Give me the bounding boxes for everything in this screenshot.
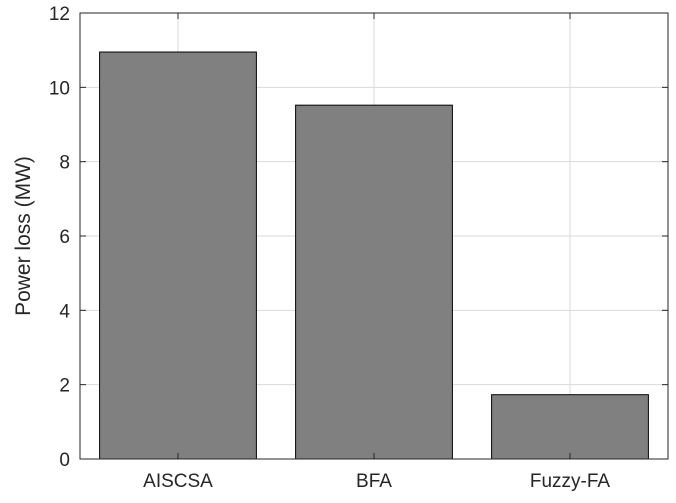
y-tick-label: 8 [59,153,70,174]
x-tick-label: Fuzzy-FA [530,471,611,492]
bar-aiscsa [99,51,257,460]
x-tick-label: AISCSA [143,471,213,492]
y-tick-label: 2 [59,376,70,397]
bar-bfa [295,104,453,460]
bars [99,51,649,460]
x-tick-label: BFA [356,471,392,492]
y-tick-label: 0 [59,450,70,471]
bar-fuzzy-fa [491,394,649,460]
ticks: 0 2 4 6 8 10 12 AISCSA BFA Fuzzy-FA [49,4,668,492]
y-axis-label: Power loss (MW) [12,156,35,316]
y-tick-label: 4 [59,301,70,322]
y-tick-label: 10 [49,78,70,99]
y-tick-label: 12 [49,4,70,25]
y-tick-label: 6 [59,227,70,248]
